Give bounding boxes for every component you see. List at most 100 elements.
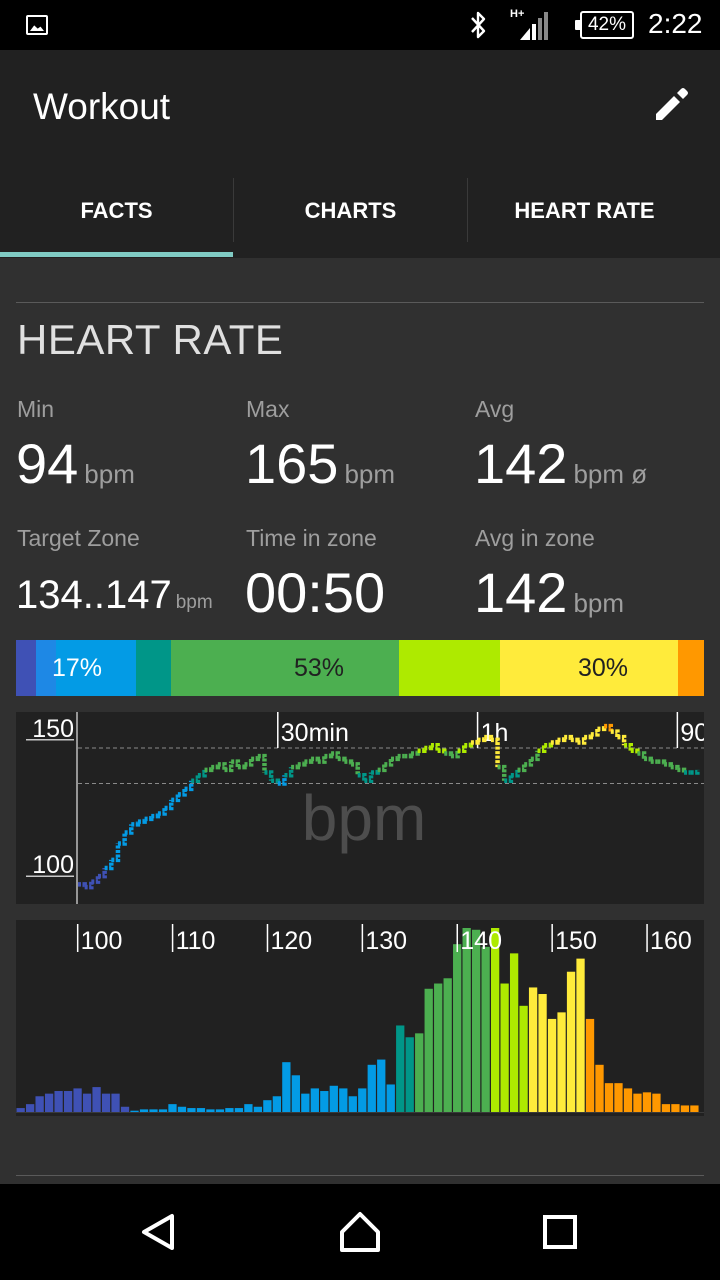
zone-segment [170, 640, 400, 696]
histogram-bar [557, 1012, 566, 1112]
heart-rate-segment [404, 753, 414, 759]
tab-facts[interactable]: FACTS [80, 198, 153, 223]
avg-label: Avg [475, 396, 515, 422]
histogram-bar [130, 1110, 139, 1112]
bpm-tick-label: 130 [365, 927, 407, 955]
heart-rate-segment [490, 737, 500, 768]
heart-rate-segment [497, 764, 507, 781]
bpm-tick-label: 120 [270, 927, 312, 955]
heart-rate-segment [677, 767, 687, 773]
heart-rate-segment [564, 734, 574, 740]
heart-rate-segment [644, 756, 653, 762]
tab-heart-rate[interactable]: HEART RATE [514, 198, 655, 223]
heart-rate-segment [557, 737, 567, 743]
battery-indicator: 42% [575, 11, 634, 39]
histogram-bar [462, 928, 471, 1112]
bpm-tick-label: 110 [176, 927, 216, 955]
heart-rate-segment [417, 748, 427, 753]
heart-rate-segment [117, 832, 127, 846]
histogram-bar [528, 987, 538, 1112]
histogram-bar [386, 1084, 395, 1112]
heart-rate-segment [284, 767, 294, 778]
heart-rate-segment [664, 762, 673, 768]
recents-icon[interactable] [536, 1208, 584, 1256]
status-bar: H+ 42% 2:22 [0, 0, 720, 50]
bpm-tick-label: 100 [81, 927, 123, 955]
histogram-bar [263, 1100, 272, 1112]
target-zone-label: Target Zone [17, 525, 140, 551]
heart-rate-segment [524, 758, 534, 767]
heart-rate-segment [271, 778, 281, 784]
zone-distribution-bar: 17% 53% 30% [16, 640, 705, 696]
zone-segment [135, 640, 172, 696]
heart-rate-segment [617, 734, 627, 746]
histogram-bar [35, 1096, 44, 1112]
heart-rate-segment [311, 756, 320, 762]
histogram-bar [576, 958, 585, 1112]
histogram-bar [481, 946, 490, 1112]
heart-rate-segment [384, 758, 394, 767]
min-number: 94 [16, 432, 79, 495]
heart-rate-segment [690, 769, 700, 775]
histogram-bar [348, 1096, 357, 1112]
heart-rate-segment [444, 751, 454, 757]
heart-rate-segment [157, 808, 167, 816]
back-icon[interactable] [136, 1208, 184, 1256]
heart-rate-histogram[interactable]: 100 110 120 130 140 150 160 [16, 920, 704, 1116]
heart-rate-segment [111, 843, 121, 863]
histogram-bar [538, 994, 547, 1112]
heart-rate-segment [377, 764, 387, 773]
histogram-bar [595, 1064, 604, 1112]
heart-rate-segment [197, 769, 207, 778]
histogram-bar [547, 1018, 557, 1112]
heart-rate-segment [304, 758, 314, 764]
histogram-bar [101, 1093, 111, 1112]
heart-rate-segment [337, 756, 347, 762]
avg-in-zone-unit: bpm [573, 588, 625, 618]
time-in-zone-value: 00:50 [245, 560, 385, 625]
heart-rate-segment [324, 753, 334, 759]
heart-rate-segment [570, 737, 580, 743]
heart-rate-segment [184, 780, 194, 792]
heart-rate-segment [544, 742, 554, 748]
histogram-bar [149, 1109, 158, 1112]
histogram-bar [358, 1088, 367, 1112]
histogram-bar [690, 1105, 699, 1112]
avg-unit: bpm ø [573, 459, 648, 489]
status-time: 2:22 [648, 8, 703, 39]
pencil-icon[interactable] [648, 80, 696, 128]
heart-rate-segment [331, 751, 340, 759]
heart-rate-segment [510, 769, 520, 778]
tab-charts[interactable]: CHARTS [304, 198, 397, 223]
histogram-bar [301, 1093, 310, 1112]
heart-rate-segment [517, 764, 527, 773]
avg-in-zone-value: 142 bpm [474, 560, 624, 625]
heart-rate-segment [257, 753, 267, 773]
heart-rate-time-chart[interactable]: bpm 30min 1h 90 150 100 [16, 712, 704, 904]
histogram-bar [405, 1037, 414, 1112]
heart-rate-segment [317, 756, 327, 764]
histogram-bar [177, 1106, 187, 1112]
heart-rate-segment [84, 881, 94, 890]
histogram-bar [244, 1104, 253, 1112]
histogram-bar [339, 1088, 348, 1112]
home-icon[interactable] [336, 1208, 384, 1256]
content-area[interactable]: HEART RATE Min 94 bpm Max 165 bpm Avg 142 b… [0, 258, 720, 1184]
histogram-bar [158, 1109, 168, 1112]
heart-rate-segment [264, 770, 274, 781]
network-type-text: H+ [510, 8, 524, 20]
time-tick-label: 30min [281, 719, 349, 747]
histogram-bar [671, 1104, 680, 1112]
heart-rate-segment [484, 734, 494, 740]
histogram-bar [206, 1109, 215, 1112]
histogram-bar [92, 1087, 101, 1112]
histogram-bar [424, 988, 433, 1112]
heart-rate-segment [597, 726, 607, 732]
histogram-bar [168, 1104, 177, 1112]
histogram-bar [680, 1105, 690, 1112]
zone-segment [35, 640, 56, 696]
zone-segment [499, 640, 678, 696]
histogram-bar [585, 1018, 595, 1112]
histogram-bar [54, 1091, 63, 1112]
max-unit: bpm [344, 459, 396, 489]
